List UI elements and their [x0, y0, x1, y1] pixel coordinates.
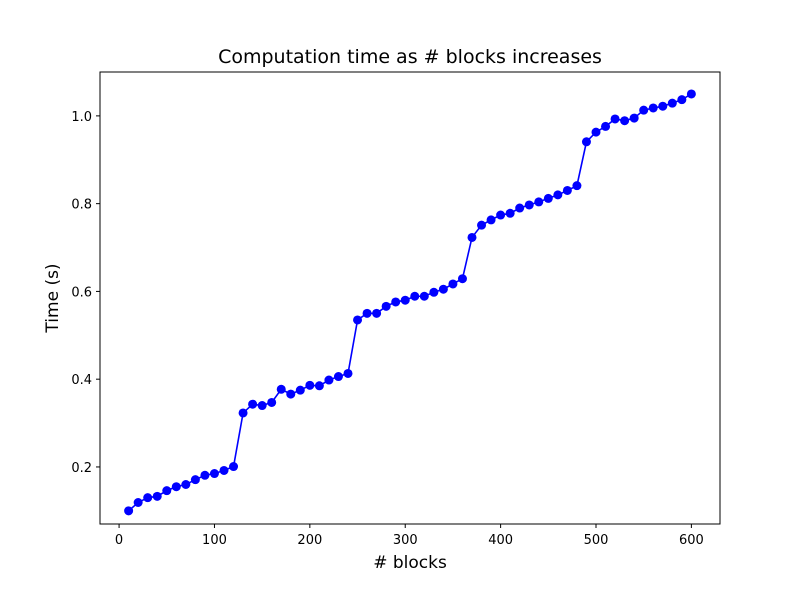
data-point — [400, 295, 410, 305]
y-tick-label: 0.6 — [71, 285, 92, 300]
x-tick-label: 200 — [297, 533, 322, 548]
data-point — [601, 121, 611, 131]
data-point — [353, 315, 363, 325]
data-point — [562, 185, 572, 195]
data-point — [391, 297, 401, 307]
data-point — [286, 389, 296, 399]
data-point — [581, 137, 591, 147]
data-point — [524, 200, 534, 210]
data-point — [276, 384, 286, 394]
data-point — [515, 203, 525, 213]
ticks-layer: 0 100 200 300 400 500 600 0.2 0.4 0.6 0.8 1.0 — [71, 110, 703, 548]
data-point — [248, 399, 258, 409]
data-point — [448, 279, 458, 289]
data-point — [410, 291, 420, 301]
data-point — [133, 497, 143, 507]
data-point — [209, 469, 219, 479]
data-point — [343, 368, 353, 378]
data-point — [381, 301, 391, 311]
data-point — [686, 89, 696, 99]
x-tick-label: 300 — [393, 533, 418, 548]
y-axis-label: Time (s) — [43, 263, 63, 333]
data-point — [457, 274, 467, 284]
x-axis-label: # blocks — [373, 553, 447, 573]
data-point — [333, 372, 343, 382]
data-point — [620, 116, 630, 126]
data-point — [505, 208, 515, 218]
data-point — [162, 486, 172, 496]
y-tick-label: 0.8 — [71, 198, 92, 213]
data-point — [486, 215, 496, 225]
data-point — [543, 193, 553, 203]
data-point — [362, 308, 372, 318]
data-point — [257, 401, 267, 411]
data-point — [372, 308, 382, 318]
data-point — [171, 482, 181, 492]
data-point — [229, 462, 239, 472]
plot-frame — [99, 71, 721, 525]
data-point — [610, 114, 620, 124]
data-point — [219, 465, 229, 475]
data-point — [438, 284, 448, 294]
data-point — [143, 493, 153, 503]
data-point — [200, 470, 210, 480]
data-point — [572, 181, 582, 191]
x-tick-label: 100 — [202, 533, 227, 548]
data-point — [324, 375, 334, 385]
x-tick-label: 500 — [584, 533, 609, 548]
data-point — [496, 210, 506, 220]
data-point — [124, 506, 134, 516]
data-point — [591, 127, 601, 137]
data-point — [677, 95, 687, 105]
y-tick-label: 0.4 — [71, 373, 92, 388]
series-line — [128, 93, 692, 512]
x-tick-label: 0 — [115, 533, 123, 548]
chart-title: Computation time as # blocks increases — [218, 46, 602, 68]
data-point — [267, 397, 277, 407]
data-point — [419, 291, 429, 301]
data-point — [238, 408, 248, 418]
y-tick-label: 1.0 — [71, 110, 92, 125]
series-layer — [124, 89, 696, 516]
data-point — [648, 103, 658, 113]
data-point — [553, 190, 563, 200]
data-point — [667, 98, 677, 108]
data-point — [534, 197, 544, 207]
data-point — [295, 385, 305, 395]
x-tick-label: 600 — [679, 533, 704, 548]
data-point — [639, 105, 649, 115]
data-point — [305, 380, 315, 390]
data-point — [152, 491, 162, 501]
x-tick-label: 400 — [488, 533, 513, 548]
data-point — [467, 232, 477, 242]
data-point — [477, 220, 487, 230]
data-point — [190, 475, 200, 485]
data-point — [181, 480, 191, 490]
data-point — [314, 381, 324, 391]
data-point — [429, 287, 439, 297]
data-point — [658, 101, 668, 111]
y-tick-label: 0.2 — [71, 461, 92, 476]
data-point — [629, 113, 639, 123]
